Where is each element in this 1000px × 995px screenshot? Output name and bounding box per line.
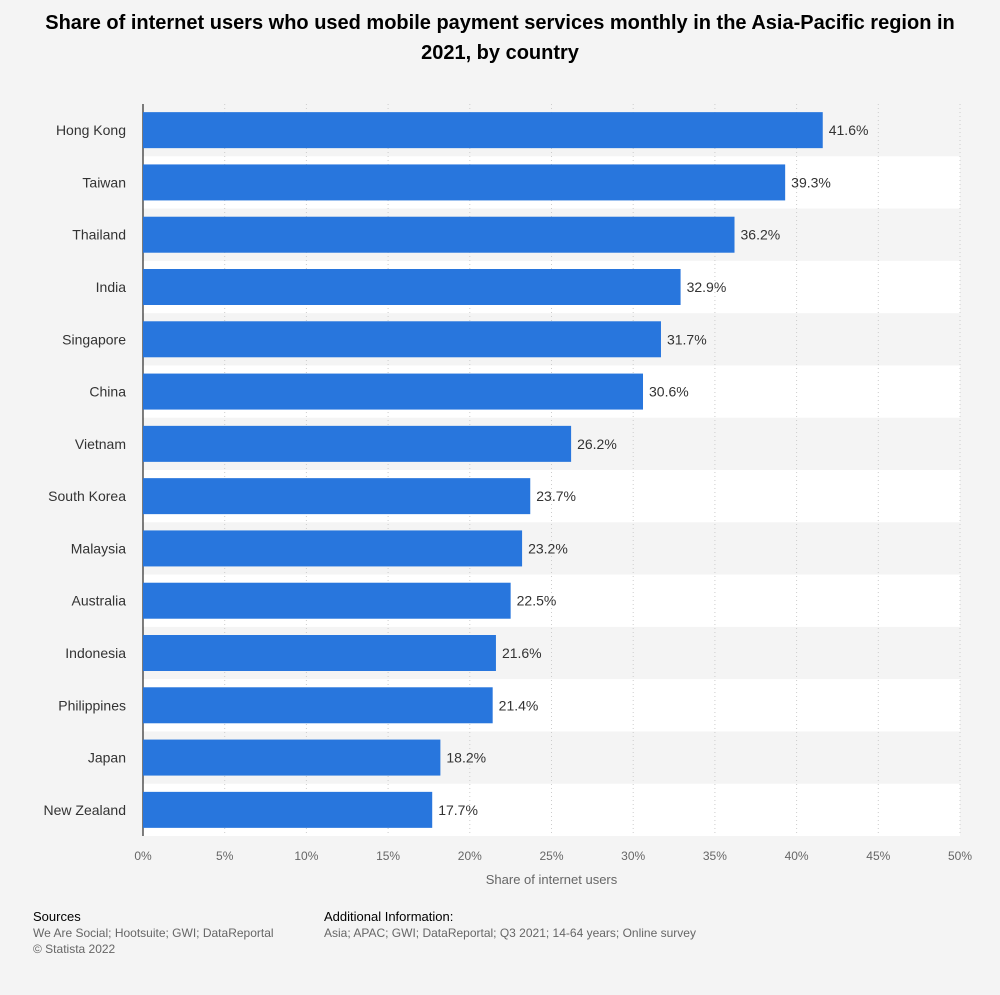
value-label: 18.2%	[446, 750, 486, 766]
value-label: 23.7%	[536, 488, 576, 504]
bar	[143, 216, 735, 253]
value-label: 21.6%	[502, 645, 542, 661]
category-label: South Korea	[48, 488, 126, 504]
bar	[143, 269, 681, 305]
sources-heading: Sources	[33, 909, 81, 924]
x-tick-label: 10%	[294, 849, 318, 863]
category-label: Hong Kong	[56, 122, 126, 138]
additional-info-text: Asia; APAC; GWI; DataReportal; Q3 2021; …	[324, 926, 696, 940]
category-label: Philippines	[58, 697, 126, 713]
bar	[143, 373, 644, 410]
bar	[143, 112, 823, 149]
value-label: 41.6%	[829, 122, 869, 138]
x-tick-label: 40%	[785, 849, 809, 863]
bar	[143, 687, 493, 724]
bar	[143, 478, 531, 515]
value-label: 26.2%	[577, 436, 617, 452]
bar	[143, 582, 511, 619]
additional-info-heading: Additional Information:	[324, 909, 454, 924]
x-tick-label: 50%	[948, 849, 972, 863]
value-label: 36.2%	[741, 227, 781, 243]
x-axis-title: Share of internet users	[486, 872, 618, 887]
category-label: Vietnam	[75, 436, 126, 452]
x-tick-label: 35%	[703, 849, 727, 863]
category-label: Australia	[72, 593, 127, 609]
bar	[143, 791, 433, 828]
value-label: 22.5%	[517, 593, 557, 609]
category-label: Japan	[88, 750, 126, 766]
value-label: 23.2%	[528, 540, 568, 556]
value-label: 39.3%	[791, 174, 831, 190]
x-tick-label: 20%	[458, 849, 482, 863]
category-label: Singapore	[62, 331, 126, 347]
x-tick-label: 5%	[216, 849, 234, 863]
category-label: China	[89, 384, 126, 400]
x-tick-label: 30%	[621, 849, 645, 863]
bar	[143, 425, 572, 462]
sources-block: Sources We Are Social; Hootsuite; GWI; D…	[33, 909, 274, 957]
value-label: 32.9%	[687, 279, 727, 295]
additional-info-block: Additional Information: Asia; APAC; GWI;…	[324, 909, 696, 941]
value-label: 30.6%	[649, 384, 689, 400]
value-label: 17.7%	[438, 802, 478, 818]
sources-text: We Are Social; Hootsuite; GWI; DataRepor…	[33, 926, 274, 940]
bar	[143, 635, 496, 671]
x-tick-label: 15%	[376, 849, 400, 863]
value-label: 31.7%	[667, 331, 707, 347]
category-label: New Zealand	[44, 802, 127, 818]
bar	[143, 739, 441, 776]
x-tick-label: 25%	[539, 849, 563, 863]
category-label: Thailand	[72, 227, 126, 243]
category-label: Malaysia	[71, 540, 126, 556]
category-label: Taiwan	[82, 174, 126, 190]
x-tick-label: 0%	[134, 849, 152, 863]
value-label: 21.4%	[499, 697, 539, 713]
category-label: Indonesia	[65, 645, 126, 661]
bar	[143, 530, 523, 567]
bar	[143, 164, 786, 201]
category-label: India	[96, 279, 127, 295]
x-tick-label: 45%	[866, 849, 890, 863]
bar	[143, 321, 661, 358]
copyright-text: © Statista 2022	[33, 942, 116, 956]
chart-title: Share of internet users who used mobile …	[45, 12, 955, 64]
